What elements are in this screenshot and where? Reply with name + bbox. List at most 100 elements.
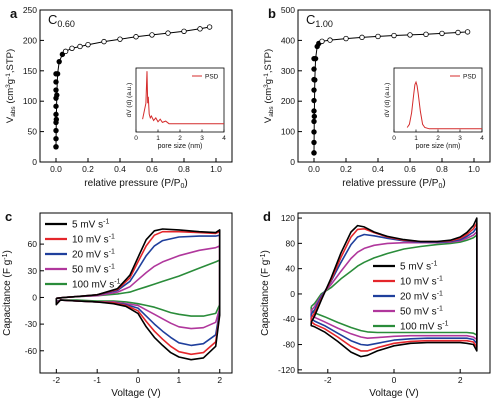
y-tick-label: 120 <box>281 213 295 223</box>
cv-curve-3 <box>55 245 221 330</box>
legend-label: 20 mV s-1 <box>400 291 443 303</box>
isotherm-point <box>133 34 139 40</box>
y-tick-label: -80 <box>283 340 296 350</box>
y-axis-label: Capacitance (F g-1) <box>2 250 13 336</box>
isotherm-point <box>53 71 59 77</box>
inset-x-tick-label: 0 <box>392 135 396 142</box>
isotherm-point <box>311 87 317 93</box>
isotherm-point <box>319 38 325 45</box>
isotherm-point <box>53 95 59 101</box>
isotherm-point <box>439 30 445 37</box>
x-tick-label: 1 <box>177 375 182 385</box>
x-tick-label: 0.2 <box>82 164 94 174</box>
isotherm-point <box>197 26 203 32</box>
y-tick-label: -60 <box>25 346 38 356</box>
x-tick-label: 0.4 <box>114 164 126 174</box>
isotherm-point <box>149 32 155 38</box>
isotherm-point <box>53 127 59 134</box>
isotherm-point <box>311 76 317 83</box>
x-tick-label: 0.0 <box>50 164 62 174</box>
y-tick-label: 150 <box>23 66 37 76</box>
isotherm-point <box>59 51 66 58</box>
y-tick-label: 0 <box>32 292 37 302</box>
y-axis-label: Vabs (cm3g-1,STP) <box>5 49 17 123</box>
y-tick-label: 40 <box>286 264 296 274</box>
panel-a: 0.0 0.2 0.4 0.6 0.8 1.0 0 50 100 150 200 250 a C0.60 r… <box>5 5 233 190</box>
y-axis-label: Capacitance (F g-1) <box>260 250 271 336</box>
x-axis-label: Voltage (V) <box>111 388 160 399</box>
isotherm-point <box>375 33 381 40</box>
isotherm-point <box>455 29 461 36</box>
x-tick-label: 1.0 <box>210 164 222 174</box>
y-tick-label: 400 <box>281 35 295 45</box>
isotherm-point <box>53 119 59 126</box>
isotherm-point <box>69 45 75 52</box>
isotherm-point <box>311 66 317 72</box>
isotherm-point <box>85 41 91 48</box>
legend-label: 5 mV s-1 <box>72 219 109 231</box>
legend-label: 10 mV s-1 <box>400 276 443 288</box>
psd-legend-label: PSD <box>205 74 219 81</box>
isotherm-point <box>53 111 59 118</box>
x-axis-label: Voltage (V) <box>369 388 418 399</box>
x-tick-label: 0.0 <box>308 164 320 174</box>
y-axis-label: Vabs (cm3g-1,STP) <box>263 49 275 123</box>
inset-x-label: pore size (nm) <box>416 143 461 150</box>
y-tick-label: 250 <box>23 5 37 15</box>
isotherm-point <box>56 58 62 65</box>
x-tick-label: -2 <box>53 375 61 385</box>
isotherm-point <box>53 87 59 93</box>
psd-line <box>406 80 482 130</box>
isotherm-point <box>311 97 317 104</box>
isotherm-point <box>464 29 471 35</box>
legend-label: 10 mV s-1 <box>72 234 115 246</box>
panel-letter: c <box>5 209 12 224</box>
legend-label: 5 mV s-1 <box>400 261 437 273</box>
y-tick-label: 0 <box>290 289 295 299</box>
x-axis-label: relative pressure (P/P0) <box>342 178 445 190</box>
sample-letter: C <box>306 12 315 27</box>
isotherm-point <box>391 32 397 39</box>
isotherm-point <box>311 55 317 62</box>
plot-frame <box>39 212 233 374</box>
y-tick-label: -120 <box>278 365 295 375</box>
psd-legend-label: PSD <box>463 74 477 81</box>
legend-label: 100 mV s-1 <box>400 321 449 333</box>
psd-line <box>142 71 224 125</box>
sample-letter: C <box>48 12 57 27</box>
legend-label: 100 mV s-1 <box>72 279 121 291</box>
isotherm-point <box>311 139 317 146</box>
isotherm-point <box>359 34 365 41</box>
y-tick-label: 100 <box>23 96 37 106</box>
x-tick-label: 0.8 <box>436 164 448 174</box>
cv-curve-3 <box>310 231 478 341</box>
inset-x-tick-label: 4 <box>480 135 484 142</box>
panel-letter: d <box>263 209 271 224</box>
isotherm-point <box>311 108 317 114</box>
isotherm-point <box>53 79 59 85</box>
cv-curve-4 <box>55 259 221 317</box>
isotherm-point <box>165 30 171 36</box>
inset-y-label: dV (d) (a.u.) <box>384 83 391 118</box>
y-tick-label: -40 <box>283 314 296 324</box>
isotherm-point <box>311 118 317 125</box>
inset-psd: 0 1 2 3 4 pore size (nm) dV (d) (a.u.) PSD <box>126 67 226 150</box>
inset-x-tick-label: 2 <box>436 135 440 142</box>
sample-label: C1.00 <box>306 12 333 29</box>
isotherm-point <box>101 38 107 45</box>
y-tick-label: 80 <box>286 238 296 248</box>
legend-label: 20 mV s-1 <box>72 249 115 261</box>
inset-x-tick-label: 2 <box>178 135 182 142</box>
inset-x-tick-label: 0 <box>134 135 138 142</box>
sample-subscript: 1.00 <box>315 19 333 29</box>
x-tick-label: 0.6 <box>146 164 158 174</box>
inset-psd: 0 1 2 3 4 pore size (nm) dV (d) (a.u.) PSD <box>384 67 484 150</box>
inset-x-label: pore size (nm) <box>158 143 203 150</box>
x-tick-label: 1.0 <box>468 164 480 174</box>
x-tick-label: 0.8 <box>178 164 190 174</box>
isotherm-point <box>53 103 59 109</box>
inset-x-tick-label: 1 <box>414 135 418 142</box>
isotherm-point <box>327 37 333 43</box>
y-tick-label: 60 <box>28 239 38 249</box>
